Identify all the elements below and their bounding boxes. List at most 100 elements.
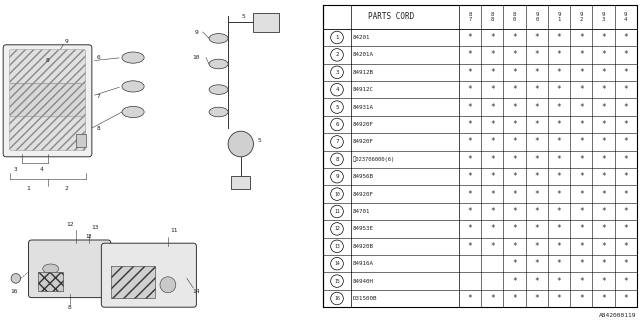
Text: 2: 2 [335, 52, 339, 57]
Text: *: * [623, 259, 628, 268]
Text: *: * [468, 50, 472, 60]
Text: 84953E: 84953E [353, 227, 373, 231]
Text: *: * [601, 189, 605, 199]
Text: *: * [490, 224, 495, 233]
Text: 10: 10 [334, 192, 340, 196]
Circle shape [160, 277, 176, 293]
Text: *: * [579, 85, 584, 94]
Text: *: * [579, 189, 584, 199]
Text: *: * [557, 276, 561, 285]
Text: *: * [512, 172, 517, 181]
Text: *: * [579, 68, 584, 77]
Text: *: * [512, 137, 517, 146]
Text: *: * [534, 259, 539, 268]
Bar [76, 134, 86, 147]
Text: *: * [490, 103, 495, 112]
Text: *: * [490, 207, 495, 216]
Text: *: * [468, 103, 472, 112]
Text: *: * [490, 85, 495, 94]
Text: 8: 8 [97, 125, 100, 131]
Text: *: * [468, 224, 472, 233]
Text: *: * [468, 294, 472, 303]
Text: *: * [623, 207, 628, 216]
Text: *: * [534, 294, 539, 303]
Text: *: * [579, 294, 584, 303]
Text: *: * [512, 242, 517, 251]
Ellipse shape [122, 106, 144, 117]
Text: *: * [490, 50, 495, 60]
Text: 8
7: 8 7 [468, 12, 472, 22]
Text: 84701: 84701 [353, 209, 370, 214]
Text: 12: 12 [66, 221, 74, 227]
Ellipse shape [209, 34, 228, 43]
Text: *: * [512, 103, 517, 112]
Text: *: * [468, 85, 472, 94]
Text: *: * [512, 276, 517, 285]
Text: *: * [468, 172, 472, 181]
Text: *: * [623, 103, 628, 112]
Text: 9
0: 9 0 [535, 12, 538, 22]
Text: *: * [579, 224, 584, 233]
Text: *: * [579, 137, 584, 146]
Text: *: * [490, 33, 495, 42]
Text: *: * [512, 259, 517, 268]
Text: 8: 8 [335, 157, 339, 162]
Text: 13: 13 [334, 244, 340, 249]
Text: *: * [623, 33, 628, 42]
Text: *: * [512, 33, 517, 42]
Text: *: * [601, 172, 605, 181]
Text: *: * [490, 68, 495, 77]
Text: 11: 11 [170, 228, 178, 233]
FancyBboxPatch shape [101, 243, 196, 307]
Text: 5: 5 [242, 13, 246, 19]
Text: *: * [579, 50, 584, 60]
Text: *: * [512, 85, 517, 94]
Text: *: * [601, 68, 605, 77]
Text: *: * [512, 294, 517, 303]
Text: 16: 16 [10, 289, 18, 294]
Text: *: * [468, 155, 472, 164]
Text: *: * [623, 155, 628, 164]
Text: *: * [601, 155, 605, 164]
Text: *: * [557, 172, 561, 181]
Text: *: * [601, 259, 605, 268]
Text: 8
0: 8 0 [513, 12, 516, 22]
Text: *: * [623, 137, 628, 146]
Text: *: * [623, 85, 628, 94]
Text: *: * [579, 259, 584, 268]
Text: *: * [557, 68, 561, 77]
Text: *: * [557, 294, 561, 303]
Text: 8
8: 8 8 [491, 12, 494, 22]
Text: 5: 5 [335, 105, 339, 109]
Text: *: * [623, 276, 628, 285]
Text: 7: 7 [335, 140, 339, 144]
Text: *: * [623, 224, 628, 233]
Text: 9: 9 [195, 29, 198, 35]
Text: 84956B: 84956B [353, 174, 373, 179]
Text: *: * [534, 68, 539, 77]
Ellipse shape [209, 59, 228, 69]
Text: 9: 9 [65, 39, 68, 44]
Bar [253, 13, 279, 32]
Text: *: * [490, 294, 495, 303]
FancyBboxPatch shape [10, 83, 86, 117]
Text: *: * [557, 155, 561, 164]
Text: *: * [601, 242, 605, 251]
Text: *: * [512, 155, 517, 164]
Text: *: * [557, 137, 561, 146]
Text: 84920F: 84920F [353, 122, 373, 127]
Text: *: * [534, 120, 539, 129]
Text: *: * [468, 137, 472, 146]
Text: Ⓝ023706000(6): Ⓝ023706000(6) [353, 156, 395, 162]
Text: 84912C: 84912C [353, 87, 373, 92]
Text: 15: 15 [334, 279, 340, 284]
Text: 9
2: 9 2 [580, 12, 583, 22]
Text: 13: 13 [92, 225, 99, 230]
Text: 9
4: 9 4 [624, 12, 627, 22]
Text: *: * [623, 120, 628, 129]
Text: 9: 9 [335, 174, 339, 179]
Ellipse shape [209, 107, 228, 117]
Text: *: * [579, 276, 584, 285]
Text: 84931A: 84931A [353, 105, 373, 109]
Text: *: * [534, 189, 539, 199]
